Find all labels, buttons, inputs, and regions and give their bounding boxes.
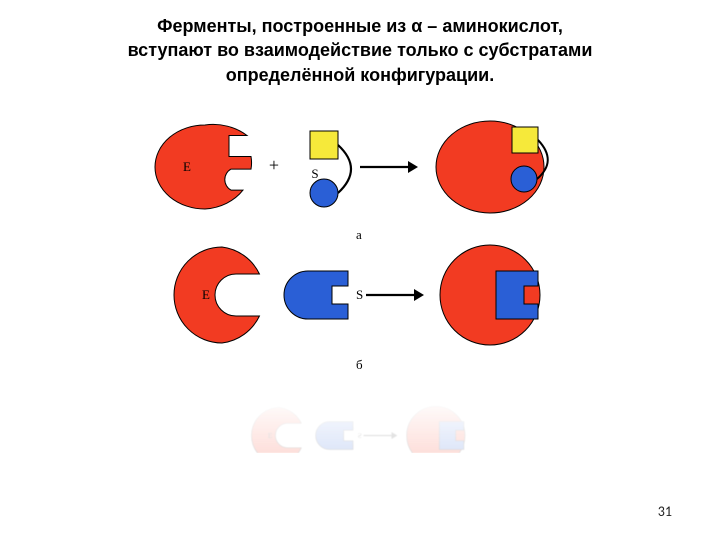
diagram-reflection: E+SES xyxy=(150,383,570,453)
title-line-1: Ферменты, построенные из α – аминокислот… xyxy=(157,16,563,36)
svg-text:+: + xyxy=(269,155,279,175)
row-b-label: б xyxy=(356,357,363,373)
title-line-3: определённой конфигурации. xyxy=(226,65,495,85)
svg-text:E: E xyxy=(183,159,191,174)
svg-text:S: S xyxy=(358,431,362,440)
page-number: 31 xyxy=(658,503,672,520)
diagram-svg: E + S E S xyxy=(150,105,570,385)
row-a-label: а xyxy=(356,227,362,243)
svg-text:E: E xyxy=(268,431,273,440)
enzyme-diagram: E + S E S а б E + S E S xyxy=(150,105,570,465)
svg-text:S: S xyxy=(311,166,318,181)
slide-title: Ферменты, построенные из α – аминокислот… xyxy=(0,0,720,87)
svg-text:S: S xyxy=(356,287,363,302)
title-line-2: вступают во взаимодействие только с субс… xyxy=(128,40,593,60)
svg-text:E: E xyxy=(202,287,210,302)
